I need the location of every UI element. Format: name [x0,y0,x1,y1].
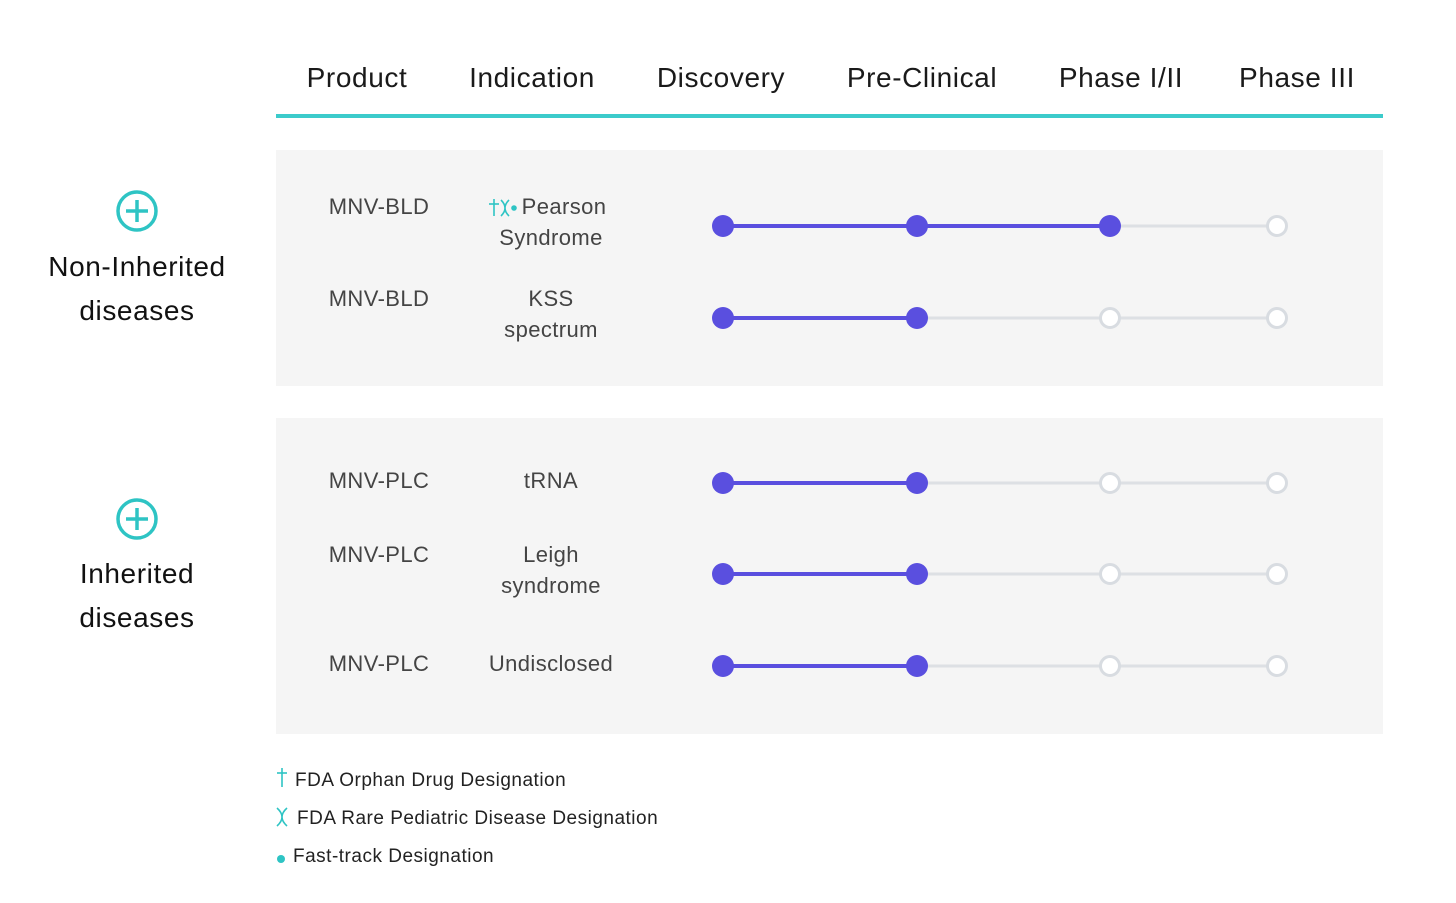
stage-dot-filled [712,215,734,237]
legend-icons [276,768,288,863]
plus-icon [116,190,158,232]
indication: spectrum [504,317,598,342]
stage-dot-empty [1266,307,1288,329]
legend-item: FDA Orphan Drug Designation [295,770,567,791]
product: MNV-PLC [328,468,430,493]
group-label: Inherited [79,558,195,589]
stage-dot-filled [906,307,928,329]
group-label: diseases [79,295,195,326]
designation-icons [489,199,517,217]
product: MNV-BLD [328,286,430,311]
product: MNV-PLC [328,651,430,676]
legend-item: Fast-track Designation [293,846,495,867]
stage-dot-empty [1099,563,1121,585]
stage-dot-empty [1266,655,1288,677]
indication: Leigh [523,542,579,567]
column-header: Indication [469,62,595,93]
stage-dot-empty [1266,215,1288,237]
indication: syndrome [501,573,601,598]
indication: tRNA [523,468,579,493]
stage-dot-filled [712,655,734,677]
stage-dot-empty [1099,472,1121,494]
indication: KSS [528,286,574,311]
group-label: diseases [79,602,195,633]
stage-dot-filled [712,472,734,494]
stage-dot-empty [1266,472,1288,494]
column-header: Discovery [656,62,786,93]
stage-dot-filled [1099,215,1121,237]
column-header: Pre-Clinical [846,62,998,93]
plus-icon [116,498,158,540]
stage-dot-filled [712,563,734,585]
group-label: Non-Inherited [48,251,226,282]
column-header: Product [306,62,408,93]
stage-dot-empty [1099,307,1121,329]
product: MNV-BLD [328,194,430,219]
stage-dot-empty [1099,655,1121,677]
stage-dot-filled [906,563,928,585]
indication: Pearson [521,194,607,219]
indication: Syndrome [499,225,603,250]
header-rule [276,114,1383,118]
stage-dot-filled [906,655,928,677]
column-header: Phase I/II [1058,62,1184,93]
legend-item: FDA Rare Pediatric Disease Designation [297,808,659,829]
stage-dot-empty [1266,563,1288,585]
product: MNV-PLC [328,542,430,567]
column-header: Phase III [1239,62,1355,93]
indication: Undisclosed [488,651,614,676]
stage-dot-filled [906,472,928,494]
stage-dot-filled [712,307,734,329]
stage-dot-filled [906,215,928,237]
group-panel [276,150,1383,386]
